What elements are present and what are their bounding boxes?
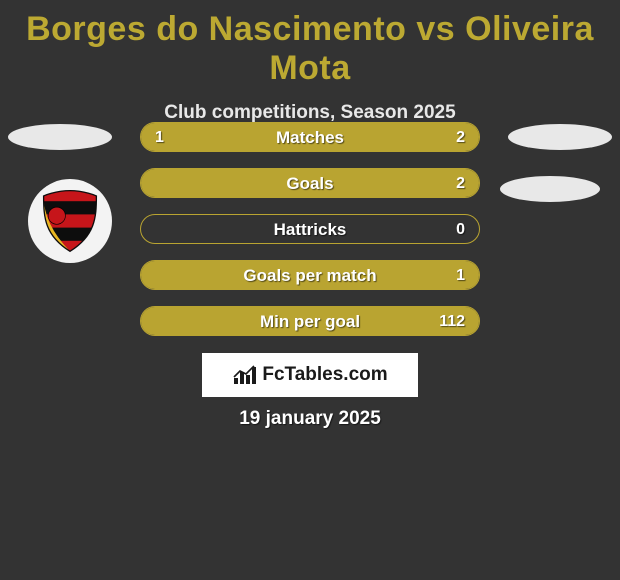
stat-label: Hattricks (141, 215, 479, 243)
stat-row: Hattricks0 (140, 214, 480, 244)
stat-label: Min per goal (141, 307, 479, 335)
subtitle: Club competitions, Season 2025 (0, 102, 620, 124)
brand-text: FcTables.com (262, 364, 387, 386)
stat-row: Goals2 (140, 168, 480, 198)
stat-label: Goals (141, 169, 479, 197)
page-title: Borges do Nascimento vs Oliveira Mota (0, 0, 620, 88)
stat-value-right: 0 (456, 215, 465, 243)
stat-value-right: 112 (439, 307, 465, 335)
stat-row: Goals per match1 (140, 260, 480, 290)
stat-rows: 1Matches2Goals2Hattricks0Goals per match… (0, 122, 620, 352)
stat-label: Matches (141, 123, 479, 151)
stat-value-right: 1 (456, 261, 465, 289)
stat-value-right: 2 (456, 123, 465, 151)
date-text: 19 january 2025 (0, 408, 620, 430)
bar-chart-icon (232, 364, 256, 386)
brand-box: FcTables.com (202, 353, 418, 397)
stat-row: 1Matches2 (140, 122, 480, 152)
stat-value-right: 2 (456, 169, 465, 197)
stat-row: Min per goal112 (140, 306, 480, 336)
stat-label: Goals per match (141, 261, 479, 289)
